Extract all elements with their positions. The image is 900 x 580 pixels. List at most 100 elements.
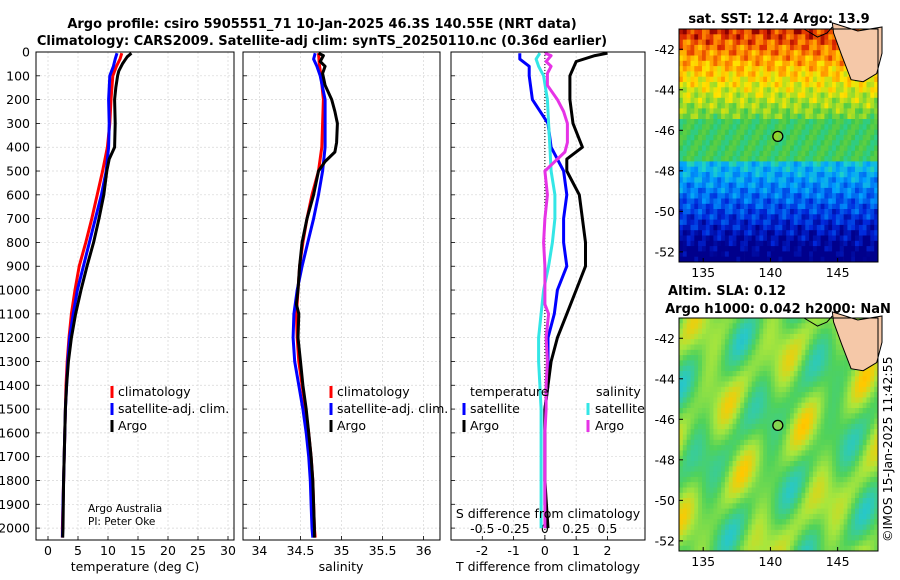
map-cell <box>816 402 821 409</box>
map-cell <box>709 492 714 499</box>
map-cell <box>858 402 864 409</box>
map-cell <box>797 209 802 215</box>
map-cell <box>755 251 760 258</box>
map-cell <box>797 150 802 157</box>
map-cell <box>740 540 745 547</box>
map-cell <box>874 498 879 504</box>
map-cell <box>751 193 756 199</box>
map-cell <box>870 203 875 210</box>
map-cell <box>790 256 795 263</box>
map-cell <box>682 328 687 335</box>
map-cell <box>728 328 733 335</box>
map-cell <box>778 471 783 478</box>
map-cell <box>732 445 737 451</box>
map-cell <box>858 172 864 178</box>
map-cell <box>801 39 806 46</box>
map-cell <box>740 150 745 157</box>
map-cell <box>805 134 810 141</box>
map-cell <box>755 487 760 494</box>
map-cell <box>736 498 741 504</box>
map-cell <box>790 381 795 388</box>
map-cell <box>755 246 760 252</box>
salinity-xlabel: salinity <box>319 559 364 574</box>
map-cell <box>751 230 756 236</box>
map-cell <box>828 172 833 178</box>
map-cell <box>686 87 691 93</box>
map-cell <box>744 487 749 494</box>
map-cell <box>858 381 864 388</box>
map-cell <box>851 97 856 104</box>
map-cell <box>698 134 703 141</box>
map-cell <box>790 145 795 152</box>
map-cell <box>851 246 856 252</box>
map-cell <box>698 34 703 40</box>
map-cell <box>847 461 852 467</box>
map-cell <box>736 466 741 472</box>
map-cell <box>866 230 871 236</box>
map-cell <box>698 113 703 120</box>
map-cell <box>851 129 856 136</box>
map-cell <box>812 97 818 104</box>
map-cell <box>767 129 772 136</box>
map-cell <box>855 492 860 499</box>
map-cell <box>721 113 726 120</box>
map-cell <box>736 423 741 430</box>
map-cell <box>778 408 783 414</box>
map-cell <box>805 172 810 178</box>
map-cell <box>747 344 753 351</box>
map-cell <box>816 418 821 425</box>
map-cell <box>790 371 795 377</box>
map-cell <box>724 482 730 488</box>
map-cell <box>839 82 844 88</box>
map-cell <box>870 246 875 252</box>
xtick-label: 34.5 <box>287 543 315 558</box>
map-cell <box>724 408 730 414</box>
ytick-label: 800 <box>6 235 30 250</box>
map-cell <box>721 461 726 467</box>
map-cell <box>828 124 833 130</box>
map-cell <box>828 461 833 467</box>
map-cell <box>820 156 825 162</box>
map-cell <box>705 66 710 72</box>
map-cell <box>767 198 772 205</box>
map-cell <box>793 97 798 104</box>
map-cell <box>816 482 821 488</box>
map-cell <box>747 450 753 457</box>
map-cell <box>705 476 710 483</box>
map-cell <box>820 103 825 109</box>
map-cell <box>694 203 699 210</box>
map-cell <box>812 487 818 494</box>
map-cell <box>809 150 814 157</box>
map-cell <box>740 82 745 88</box>
map-cell <box>686 540 691 547</box>
map-cell <box>702 466 707 472</box>
map-cell <box>835 503 841 509</box>
map-cell <box>721 429 726 435</box>
xtick-label: 0 <box>541 543 549 558</box>
map-cell <box>809 145 814 152</box>
map-cell <box>858 524 864 531</box>
map-cell <box>847 240 852 247</box>
map-cell <box>755 376 760 382</box>
map-cell <box>705 471 710 478</box>
map-cell <box>682 39 687 46</box>
map-cell <box>820 482 825 488</box>
map-cell <box>679 193 684 199</box>
map-cell <box>694 177 699 183</box>
s-difference-xlabel: S difference from climatology <box>456 506 641 521</box>
map-cell <box>736 251 741 258</box>
map-cell <box>709 482 714 488</box>
map-cell <box>858 519 864 525</box>
map-cell <box>767 55 772 62</box>
map-cell <box>812 423 818 430</box>
map-cell <box>679 423 684 430</box>
map-cell <box>721 145 726 152</box>
map-cell <box>809 187 814 194</box>
map-cell <box>820 434 825 441</box>
map-cell <box>816 97 821 104</box>
map-cell <box>790 402 795 409</box>
map-cell <box>679 230 684 236</box>
map-cell <box>736 177 741 183</box>
map-cell <box>835 124 841 130</box>
map-cell <box>874 161 879 168</box>
